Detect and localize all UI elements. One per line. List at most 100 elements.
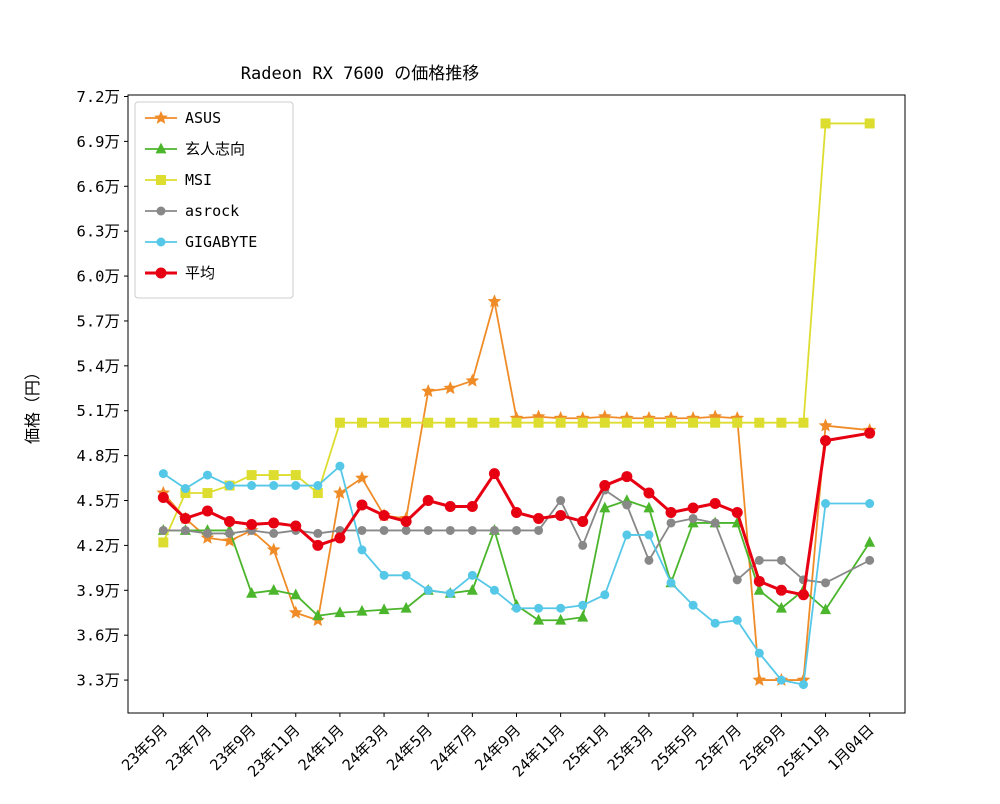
series-平均	[157, 427, 876, 601]
triangle-marker	[533, 613, 545, 625]
star-marker	[154, 110, 168, 124]
square-marker	[423, 417, 434, 428]
circle-marker	[865, 555, 875, 565]
y-tick-label: 3.6万	[77, 627, 121, 645]
circle-marker	[290, 520, 302, 532]
circle-marker	[710, 618, 720, 628]
circle-marker	[247, 481, 257, 491]
circle-marker	[180, 525, 190, 535]
circle-marker	[202, 528, 212, 538]
square-marker	[555, 417, 566, 428]
circle-marker	[578, 600, 588, 610]
circle-marker	[269, 481, 279, 491]
y-tick-label: 4.2万	[77, 537, 121, 555]
star-marker	[421, 384, 436, 398]
circle-marker	[423, 585, 433, 595]
star-marker	[222, 533, 237, 547]
square-marker	[312, 488, 323, 499]
triangle-marker	[577, 610, 589, 622]
circle-marker	[400, 515, 412, 527]
square-marker	[820, 118, 831, 129]
triangle-marker	[246, 586, 258, 598]
star-marker	[465, 373, 480, 387]
circle-marker	[488, 468, 500, 480]
circle-marker	[379, 570, 389, 580]
circle-marker	[578, 540, 588, 550]
triangle-marker	[820, 603, 832, 615]
y-tick-label: 7.2万	[77, 88, 121, 106]
series-line	[162, 489, 871, 584]
square-marker	[156, 175, 166, 185]
triangle-marker	[643, 501, 655, 513]
y-tick-label: 6.3万	[77, 223, 121, 241]
y-tick-label: 5.4万	[77, 357, 121, 375]
triangle-marker	[599, 501, 611, 513]
triangle-marker	[378, 603, 390, 615]
circle-marker	[179, 512, 191, 524]
series-line	[162, 465, 871, 686]
circle-marker	[512, 525, 521, 535]
x-tick-label: 25年1月	[560, 721, 613, 774]
square-marker	[732, 417, 743, 428]
circle-marker	[688, 600, 698, 610]
triangle-marker	[312, 609, 324, 621]
circle-marker	[511, 506, 522, 518]
circle-marker	[357, 525, 367, 535]
y-tick-label: 3.3万	[77, 672, 121, 690]
circle-marker	[466, 501, 478, 513]
circle-marker	[732, 615, 742, 625]
circle-marker	[644, 530, 654, 540]
circle-marker	[556, 603, 566, 613]
circle-marker	[180, 484, 190, 494]
chart-title: Radeon RX 7600 の価格推移	[241, 64, 480, 84]
legend-item-MSI: MSI	[145, 171, 212, 189]
circle-marker	[709, 498, 721, 510]
square-marker	[643, 417, 654, 428]
circle-marker	[378, 509, 390, 521]
star-marker	[288, 605, 303, 619]
square-marker	[511, 417, 522, 428]
triangle-marker	[864, 536, 876, 547]
circle-marker	[665, 506, 677, 518]
circle-marker	[512, 603, 521, 613]
series-line	[162, 499, 871, 622]
circle-marker	[155, 267, 167, 279]
triangle-marker	[775, 601, 787, 613]
square-marker	[246, 470, 257, 481]
circle-marker	[467, 525, 477, 535]
circle-marker	[246, 518, 258, 530]
circle-marker	[423, 525, 433, 535]
series-ASUS	[156, 294, 877, 686]
circle-marker	[666, 578, 676, 588]
y-tick-label: 6.9万	[77, 133, 121, 151]
circle-marker	[156, 237, 166, 247]
square-marker	[334, 417, 345, 428]
circle-marker	[754, 555, 764, 565]
circle-marker	[534, 525, 544, 535]
circle-marker	[379, 525, 389, 535]
star-marker	[443, 381, 458, 395]
legend-item-asrock: asrock	[145, 202, 239, 220]
circle-marker	[798, 680, 808, 690]
circle-marker	[201, 505, 213, 517]
circle-marker	[291, 481, 301, 491]
square-marker	[356, 417, 367, 428]
legend-item-GIGABYTE: GIGABYTE	[145, 233, 257, 251]
circle-marker	[731, 506, 743, 518]
legend-label: 平均	[185, 264, 215, 282]
square-marker	[688, 417, 699, 428]
circle-marker	[224, 515, 236, 527]
circle-marker	[158, 525, 168, 535]
square-marker	[290, 470, 301, 481]
triangle-marker	[268, 583, 280, 595]
circle-marker	[621, 471, 633, 483]
circle-marker	[555, 509, 567, 521]
circle-marker	[401, 525, 411, 535]
circle-marker	[202, 470, 212, 480]
square-marker	[445, 417, 456, 428]
y-tick-label: 6.0万	[77, 268, 121, 286]
x-tick-label: 25年5月	[648, 721, 701, 774]
circle-marker	[600, 590, 610, 600]
